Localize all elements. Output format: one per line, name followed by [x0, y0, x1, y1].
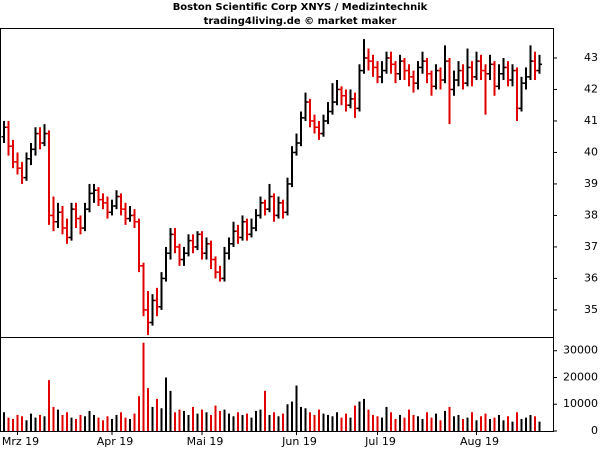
y-tick-label: 41 — [584, 114, 598, 127]
y-tick-label: 10000 — [563, 397, 598, 410]
x-tick-label: Jul 19 — [364, 435, 396, 448]
x-tick-label: Mrz 19 — [2, 435, 39, 448]
x-tick-label: Jun 19 — [281, 435, 317, 448]
y-tick-label: 30000 — [563, 344, 598, 357]
y-tick-label: 43 — [584, 51, 598, 64]
y-tick-label: 38 — [584, 208, 598, 221]
chart-title: Boston Scientific Corp XNYS / Medizintec… — [173, 2, 428, 13]
chart-subtitle: trading4living.de © market maker — [204, 16, 397, 27]
x-tick-label: Apr 19 — [97, 435, 134, 448]
y-tick-label: 39 — [584, 177, 598, 190]
y-tick-label: 0 — [591, 424, 598, 437]
y-tick-label: 37 — [584, 240, 598, 253]
y-tick-label: 40 — [584, 145, 598, 158]
y-tick-label: 35 — [584, 303, 598, 316]
y-tick-label: 42 — [584, 82, 598, 95]
x-tick-label: Aug 19 — [460, 435, 499, 448]
y-tick-label: 36 — [584, 271, 598, 284]
plot-frame — [0, 28, 554, 432]
y-tick-label: 20000 — [563, 370, 598, 383]
x-tick-label: Mai 19 — [187, 435, 224, 448]
